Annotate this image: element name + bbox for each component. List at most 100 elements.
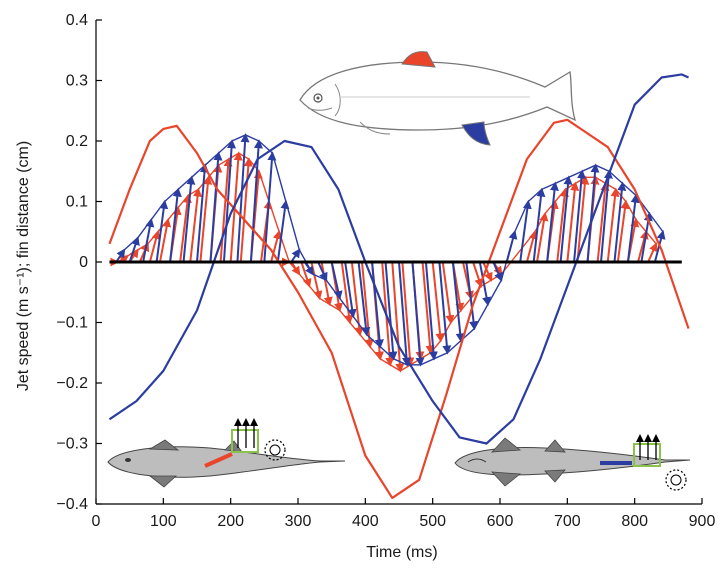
jet-arrow [158, 217, 172, 263]
jet-arrow [536, 211, 549, 263]
y-tick-label: 0.1 [66, 194, 88, 211]
jet-envelope-segment [635, 219, 647, 233]
jet-envelope-segment [450, 309, 462, 323]
jet-envelope-segment [359, 334, 371, 348]
jet-envelope-segment [648, 213, 664, 233]
fin-distance-line [108, 118, 690, 500]
jet-arrow [357, 261, 371, 337]
jet-arrow [573, 169, 586, 263]
jet-arrow [616, 199, 630, 263]
jet-envelope-segment [245, 134, 260, 142]
jet-envelope-segment [366, 334, 381, 348]
jet-arrow [179, 193, 192, 263]
jet-envelope-segment [308, 285, 321, 299]
jet-envelope-segment [369, 346, 381, 360]
jet-arrow [290, 248, 301, 263]
jet-arrow [115, 248, 126, 263]
jet-arrow [330, 261, 343, 301]
jet-envelope-segment [339, 297, 354, 317]
jet-envelope-segment [500, 231, 536, 275]
jet-arrow [576, 175, 590, 263]
jet-arrow [196, 163, 209, 263]
jet-arrow [384, 261, 398, 361]
jet-arrow [169, 187, 182, 263]
jet-envelope-segment [123, 237, 139, 251]
jet-arrow [525, 230, 538, 263]
jet-envelope-segment [379, 346, 395, 360]
jet-envelope-segment [541, 182, 556, 191]
jet-envelope-segment [157, 219, 169, 233]
jet-arrow [606, 187, 620, 263]
jet-envelope-segment [177, 176, 193, 190]
x-tick-label: 100 [150, 513, 177, 530]
jet-envelope-segment [191, 164, 206, 178]
jet-envelope-segment [147, 231, 159, 245]
jet-envelope-segment [645, 231, 657, 245]
jet-arrow [398, 261, 412, 367]
jet-envelope-segment [218, 140, 233, 154]
jet-arrow [556, 187, 569, 263]
jet-arrow [482, 261, 493, 282]
y-tick-label: −0.2 [56, 375, 88, 392]
jet-envelope-segment [487, 279, 502, 305]
jet-arrow [401, 261, 415, 367]
jet-arrow [320, 261, 333, 307]
jet-envelope-segment [288, 261, 300, 275]
jet-arrow [472, 261, 484, 288]
axes: 0 100 200 300 400 500 600 700 800 900 −0.4 −0.3 −0.2… [56, 12, 715, 530]
jet-envelope-segment [258, 171, 270, 202]
jet-arrow [128, 236, 140, 263]
jet-envelope-segment [329, 303, 341, 312]
jet-envelope-segment [473, 304, 489, 329]
jet-envelope-segment [268, 201, 280, 232]
jet-envelope-segment [389, 364, 401, 372]
jet-arrow [182, 175, 196, 263]
jet-arrow [546, 181, 559, 263]
jet-envelope-segment [608, 170, 624, 184]
jet-arrow [350, 261, 364, 337]
jet-arrow [142, 217, 155, 263]
jet-envelope-segment [204, 152, 220, 166]
jet-arrow [411, 261, 425, 367]
y-tick-label: 0 [79, 254, 88, 271]
jet-envelope-segment [325, 279, 341, 299]
jet-envelope-segment [393, 358, 408, 366]
jet-arrow [424, 261, 438, 361]
jet-envelope-segment [460, 297, 472, 311]
jet-envelope-segment [420, 352, 432, 360]
jet-arrow [519, 199, 532, 263]
jet-envelope-segment [298, 273, 310, 287]
x-tick-label: 200 [217, 513, 244, 530]
x-tick-label: 400 [352, 513, 379, 530]
jet-envelope-segment [177, 195, 189, 208]
jet-envelope-segment [447, 340, 462, 354]
y-tick-label: 0.4 [66, 12, 88, 29]
jet-arrow [391, 261, 405, 373]
x-tick-label: 800 [621, 513, 648, 530]
jet-arrow [344, 261, 357, 319]
jet-envelope-segment [410, 358, 421, 366]
jet-arrow [532, 187, 546, 263]
jet-arrow [492, 261, 503, 282]
x-tick-label: 700 [554, 513, 581, 530]
jet-arrow [317, 261, 328, 282]
jet-envelope-segment [430, 340, 442, 354]
x-tick-label: 600 [487, 513, 514, 530]
x-axis-title: Time (ms) [366, 544, 437, 561]
jet-envelope-segment [420, 358, 435, 366]
shark-bottom-view-with-anal-jet [454, 434, 691, 491]
jet-arrow [276, 199, 290, 263]
jet-envelope-segment [554, 176, 569, 184]
jet-arrow [653, 230, 666, 263]
jet-arrow [478, 261, 491, 307]
jet-envelope-segment [319, 297, 331, 305]
jet-arrow [431, 261, 445, 343]
jet-envelope-segment [339, 309, 351, 323]
jet-envelope-segment [399, 364, 411, 372]
jet-envelope-segment [527, 188, 543, 203]
jet-envelope-segment [137, 219, 152, 239]
jet-arrow [647, 242, 658, 263]
jet-envelope-segment [554, 188, 566, 202]
y-tick-label: −0.4 [56, 496, 88, 513]
